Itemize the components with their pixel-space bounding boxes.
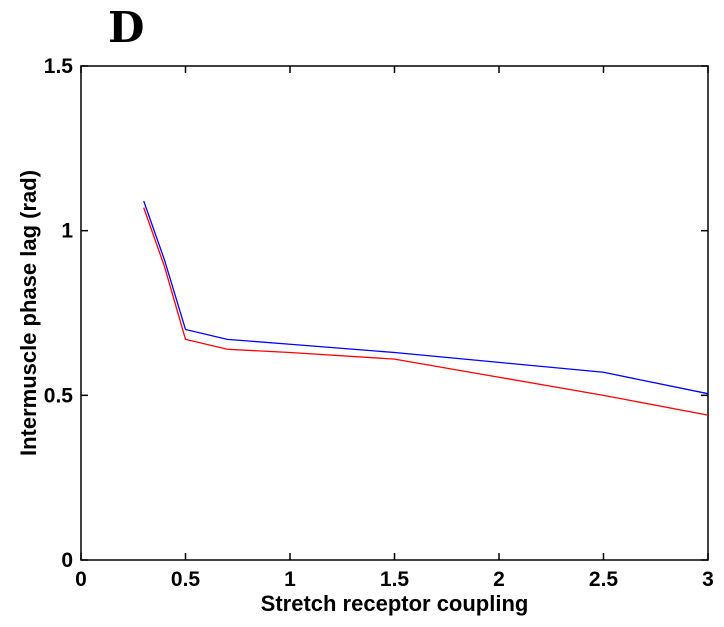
- plot-frame: [80, 65, 709, 561]
- y-tick-label: 1.5: [44, 55, 74, 78]
- x-tick-label: 1: [284, 568, 296, 591]
- series-line-2: [143, 207, 709, 416]
- series-lines: [143, 200, 709, 416]
- panel-letter: D: [108, 3, 144, 52]
- y-axis-label: Intermuscle phase lag (rad): [16, 170, 41, 456]
- x-tick-label: 2: [493, 568, 505, 591]
- x-tick-label: 0.5: [171, 568, 201, 591]
- x-tick-label: 0: [75, 568, 87, 591]
- y-tick-label: 0: [61, 549, 73, 572]
- x-tick-label: 1.5: [380, 568, 410, 591]
- x-tick-label: 2.5: [589, 568, 619, 591]
- x-tick-label: 3: [702, 568, 714, 591]
- series-line-1: [143, 200, 709, 395]
- y-tick-label: 0.5: [44, 384, 74, 407]
- tick-marks: [80, 65, 709, 561]
- tick-labels: 0 0.5 1 1.5 2 2.5 3 0 0.5 1 1.5: [44, 55, 714, 591]
- x-axis-label: Stretch receptor coupling: [261, 591, 529, 616]
- y-tick-label: 1: [61, 220, 73, 243]
